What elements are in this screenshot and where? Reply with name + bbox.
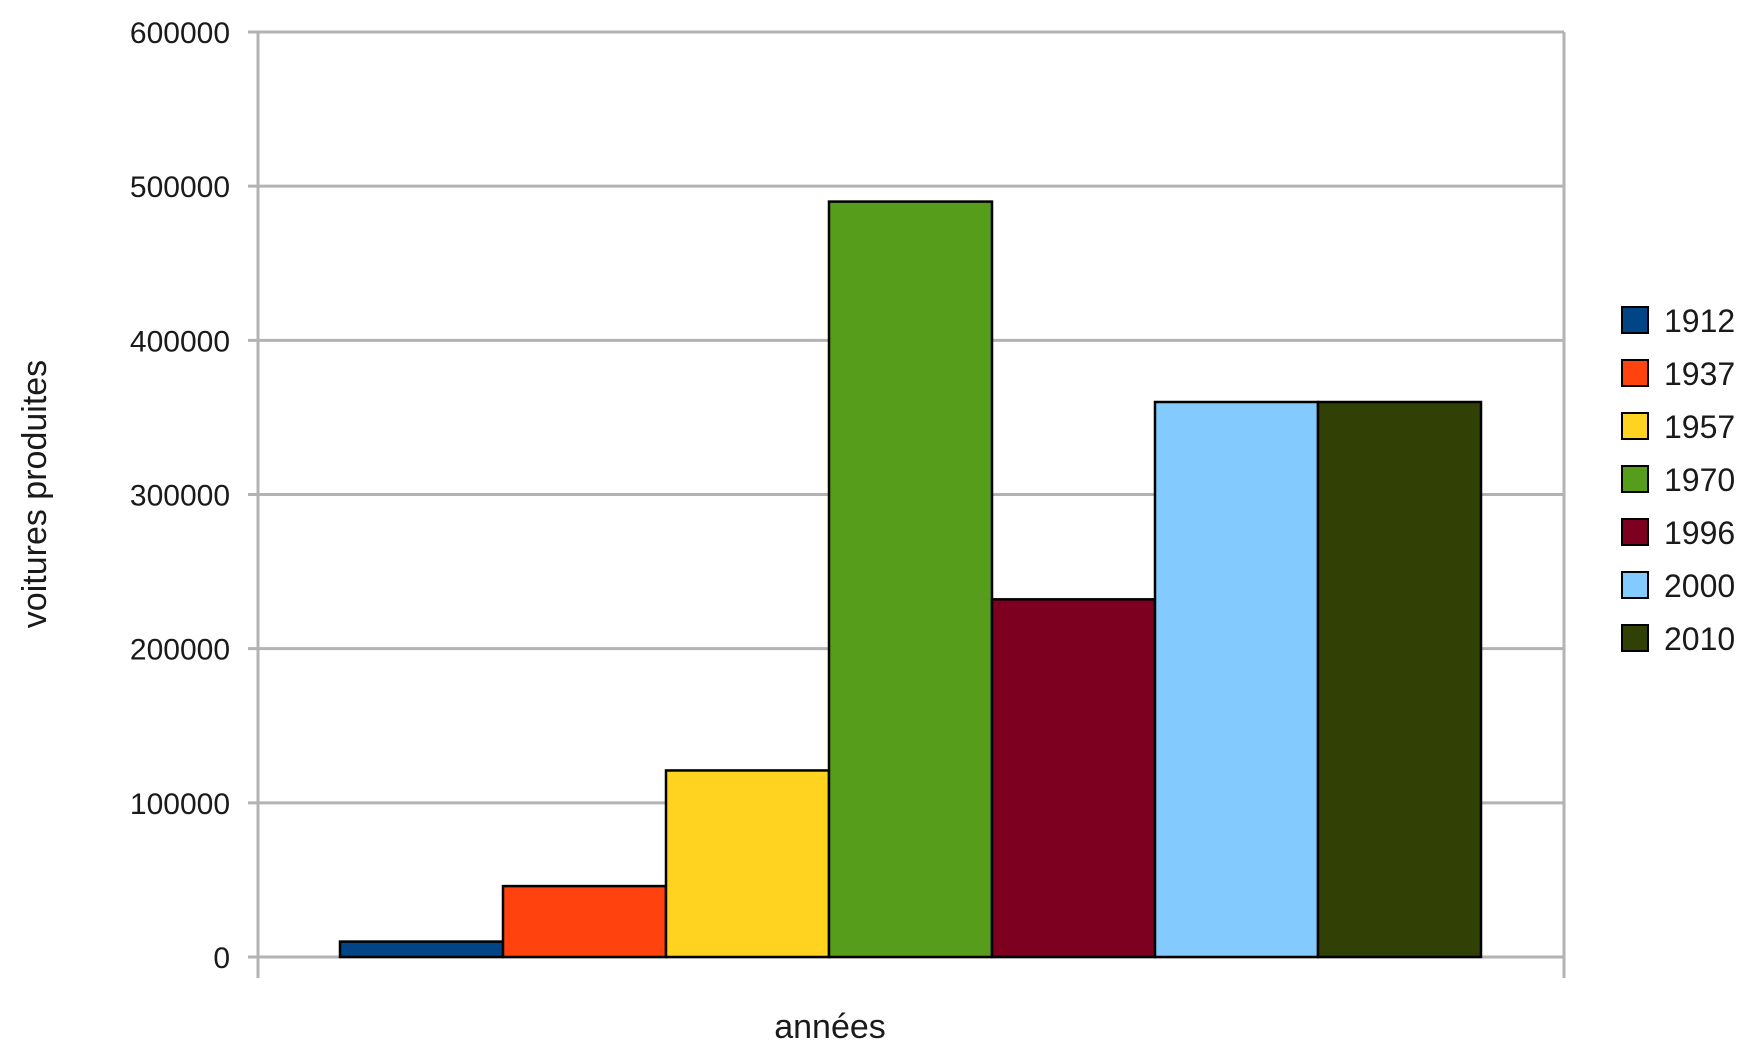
y-axis-ticks: 0 100000 200000 300000 400000 500000 600000 [130, 17, 230, 975]
legend-label-1912: 1912 [1664, 303, 1735, 339]
legend: 1912 1937 1957 1970 1996 2000 2010 [1621, 303, 1735, 657]
bar-1912 [338, 940, 505, 959]
bar-2000 [1153, 400, 1320, 959]
legend-label-2000: 2000 [1664, 568, 1735, 604]
x-axis-title: années [774, 1008, 886, 1043]
legend-swatch-1937 [1621, 359, 1649, 387]
bars [338, 200, 1483, 959]
legend-label-1970: 1970 [1664, 462, 1735, 498]
bar-1957 [664, 769, 831, 959]
legend-label-1996: 1996 [1664, 515, 1735, 551]
y-tick-label: 200000 [130, 634, 230, 667]
legend-swatch-1996 [1621, 518, 1649, 546]
legend-swatch-1912 [1621, 306, 1649, 334]
bar-1937 [501, 884, 668, 959]
legend-swatch-1957 [1621, 412, 1649, 440]
legend-label-1957: 1957 [1664, 409, 1735, 445]
legend-swatch-1970 [1621, 465, 1649, 493]
legend-label-1937: 1937 [1664, 356, 1735, 392]
bar-2010 [1316, 400, 1483, 959]
legend-label-2010: 2010 [1664, 621, 1735, 657]
y-tick-label: 600000 [130, 17, 230, 50]
bar-1996 [990, 598, 1157, 959]
y-tick-label: 100000 [130, 788, 230, 821]
y-tick-label: 0 [213, 942, 230, 975]
y-tick-label: 500000 [130, 171, 230, 204]
y-tick-label: 300000 [130, 480, 230, 513]
bar-1970 [827, 200, 994, 959]
y-tick-label: 400000 [130, 325, 230, 358]
legend-swatch-2000 [1621, 571, 1649, 599]
y-axis-title: voitures produites [16, 360, 54, 628]
legend-swatch-2010 [1621, 624, 1649, 652]
